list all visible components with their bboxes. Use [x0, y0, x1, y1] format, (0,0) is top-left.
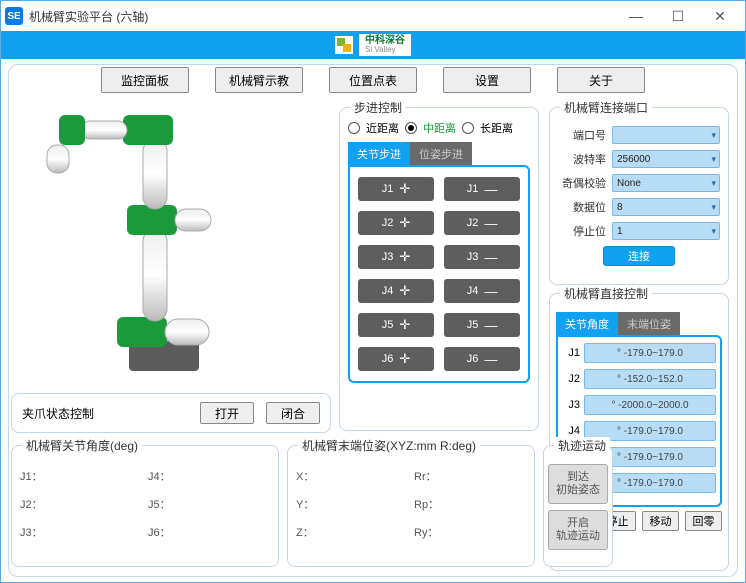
range-mid-radio[interactable]: [405, 122, 417, 134]
jog-J5-minus[interactable]: J5 —: [444, 313, 520, 337]
trajectory-title: 轨迹运动: [554, 437, 610, 454]
gripper-close-button[interactable]: 闭合: [266, 402, 320, 424]
direct-control-title: 机械臂直接控制: [560, 285, 652, 302]
jog-J4-minus[interactable]: J4 —: [444, 279, 520, 303]
end-pose-panel: 机械臂末端位姿(XYZ:mm R:deg) X： Rr： Y： Rp： Z： R…: [287, 445, 535, 567]
parity-combo[interactable]: None: [612, 174, 720, 192]
baud-combo[interactable]: 256000: [612, 150, 720, 168]
jog-J3-minus[interactable]: J3 —: [444, 245, 520, 269]
minimize-button[interactable]: —: [615, 2, 657, 30]
direct-J3-field[interactable]: ° -2000.0~2000.0: [584, 395, 716, 415]
p-label: Rp：: [414, 496, 436, 512]
maximize-button[interactable]: ☐: [657, 2, 699, 30]
gripper-panel: 夹爪状态控制 打开 闭合: [11, 393, 331, 433]
databits-combo[interactable]: 8: [612, 198, 720, 216]
p-label: X：: [296, 468, 318, 484]
step-control-panel: 步进控制 近距离 中距离 长距离 关节步进 位姿步进 J1 ✛J1 —J2 ✛J…: [339, 107, 539, 431]
brand-text: 中科深谷 Si Valley: [359, 34, 411, 56]
p-label: Rr：: [414, 468, 436, 484]
traj-open-button[interactable]: 开启轨迹运动: [548, 510, 608, 550]
trajectory-panel: 轨迹运动 到达初始姿态 开启轨迹运动: [543, 445, 613, 567]
tab-joint-step[interactable]: 关节步进: [348, 142, 410, 165]
title-bar: SE 机械臂实验平台 (六轴) — ☐ ✕: [1, 1, 745, 31]
robot-arm-visual: [19, 109, 329, 389]
brand-logo-icon: [335, 36, 353, 54]
jog-J3-plus[interactable]: J3 ✛: [358, 245, 434, 269]
j4-value: [176, 468, 270, 482]
traj-reach-button[interactable]: 到达初始姿态: [548, 464, 608, 504]
rp-value: [442, 496, 526, 510]
window-title: 机械臂实验平台 (六轴): [29, 8, 148, 25]
stopbits-combo[interactable]: 1: [612, 222, 720, 240]
j-label: J4：: [148, 468, 170, 484]
j6-value: [176, 524, 270, 538]
direct-home-button[interactable]: 回零: [685, 511, 722, 531]
j5-value: [176, 496, 270, 510]
j3-value: [48, 524, 142, 538]
j-label: J3：: [20, 524, 42, 540]
p-label: Z：: [296, 524, 318, 540]
jog-J5-plus[interactable]: J5 ✛: [358, 313, 434, 337]
tab-end-pose[interactable]: 末端位姿: [618, 312, 680, 335]
app-icon: SE: [5, 7, 23, 25]
ry-value: [442, 524, 526, 538]
range-far-radio[interactable]: [462, 122, 474, 134]
p-label: Ry：: [414, 524, 436, 540]
joint-angles-title: 机械臂关节角度(deg): [22, 437, 142, 454]
jog-J2-plus[interactable]: J2 ✛: [358, 211, 434, 235]
y-value: [324, 496, 408, 510]
end-pose-title: 机械臂末端位姿(XYZ:mm R:deg): [298, 437, 480, 454]
j2-value: [48, 496, 142, 510]
tab-joint-angle[interactable]: 关节角度: [556, 312, 618, 335]
gripper-title: 夹爪状态控制: [22, 405, 94, 422]
j-label: J2：: [20, 496, 42, 512]
connect-button[interactable]: 连接: [603, 246, 675, 266]
port-panel: 机械臂连接端口 端口号 波特率256000 奇偶校验None 数据位8 停止位1…: [549, 107, 729, 285]
range-near-radio[interactable]: [348, 122, 360, 134]
jog-J6-plus[interactable]: J6 ✛: [358, 347, 434, 371]
j-label: J6：: [148, 524, 170, 540]
gripper-open-button[interactable]: 打开: [200, 402, 254, 424]
jog-J6-minus[interactable]: J6 —: [444, 347, 520, 371]
direct-move-button[interactable]: 移动: [642, 511, 679, 531]
z-value: [324, 524, 408, 538]
jog-J1-plus[interactable]: J1 ✛: [358, 177, 434, 201]
tab-pose-step[interactable]: 位姿步进: [410, 142, 472, 165]
j-label: J5：: [148, 496, 170, 512]
joint-angles-panel: 机械臂关节角度(deg) J1： J4： J2： J5： J3： J6：: [11, 445, 279, 567]
rr-value: [442, 468, 526, 482]
close-button[interactable]: ✕: [699, 2, 741, 30]
jog-J4-plus[interactable]: J4 ✛: [358, 279, 434, 303]
j1-value: [48, 468, 142, 482]
x-value: [324, 468, 408, 482]
port-combo[interactable]: [612, 126, 720, 144]
step-control-title: 步进控制: [350, 99, 406, 116]
direct-J2-field[interactable]: ° -152.0~152.0: [584, 369, 716, 389]
jog-J2-minus[interactable]: J2 —: [444, 211, 520, 235]
jog-J1-minus[interactable]: J1 —: [444, 177, 520, 201]
port-title: 机械臂连接端口: [560, 99, 652, 116]
brand-ribbon: 中科深谷 Si Valley: [1, 31, 745, 59]
direct-J1-field[interactable]: ° -179.0~179.0: [584, 343, 716, 363]
j-label: J1：: [20, 468, 42, 484]
p-label: Y：: [296, 496, 318, 512]
